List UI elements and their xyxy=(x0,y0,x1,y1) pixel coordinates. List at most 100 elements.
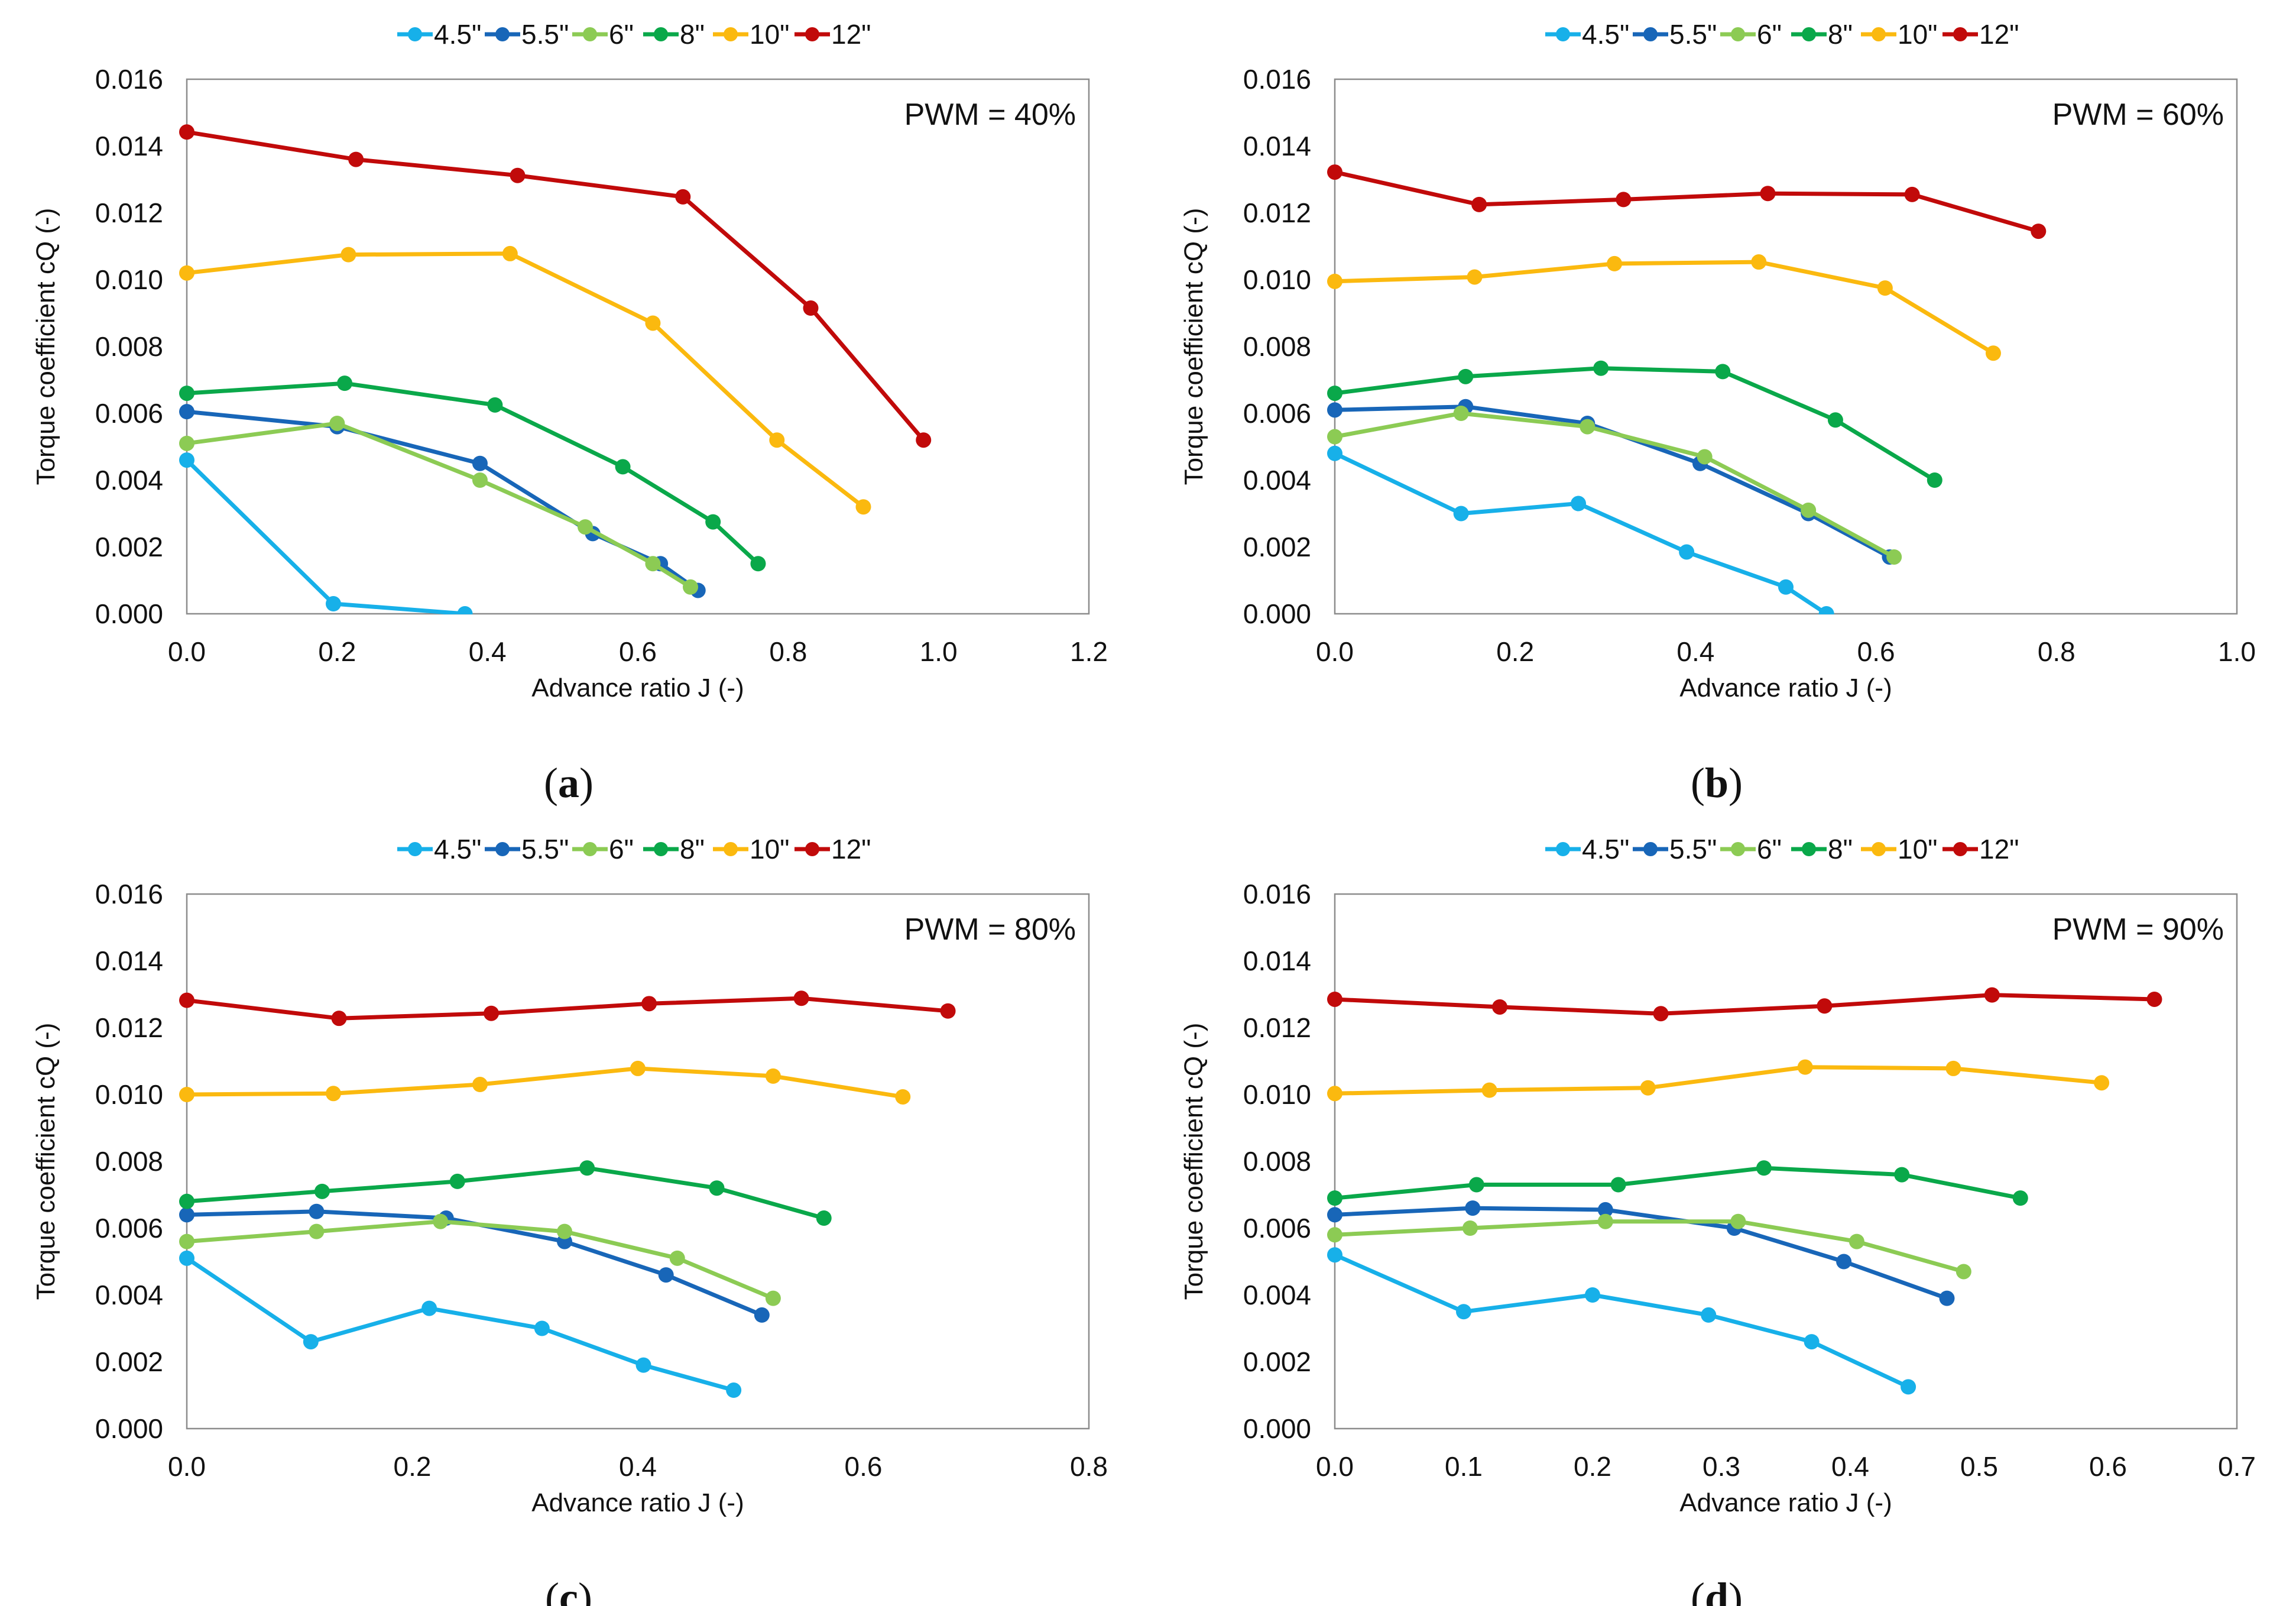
legend-label: 4.5" xyxy=(434,19,481,50)
legend-marker xyxy=(583,842,597,856)
data-point xyxy=(1593,360,1609,376)
legend-marker xyxy=(495,842,510,856)
data-point xyxy=(579,1160,595,1176)
data-point xyxy=(502,245,518,261)
series-line xyxy=(1334,1219,1964,1274)
legend-marker xyxy=(805,27,819,41)
legend-marker xyxy=(1872,842,1886,856)
legend-label: 12" xyxy=(831,19,871,50)
data-point xyxy=(1327,1086,1342,1102)
legend-label: 12" xyxy=(1979,834,2019,864)
x-axis-label: Advance ratio J (-) xyxy=(531,674,744,702)
x-tick-label: 0.4 xyxy=(1676,636,1714,667)
legend-item: 8" xyxy=(643,19,705,50)
legend-item: 10" xyxy=(713,19,790,50)
series-line xyxy=(186,1066,903,1099)
data-point xyxy=(803,300,819,316)
data-point xyxy=(1849,1233,1864,1249)
chart-panel-d: 0.000 0.002 0.004 0.006 0.008 0.010 0.012 0.014… xyxy=(1179,834,2256,1606)
x-tick-label: 0.6 xyxy=(845,1451,883,1482)
data-point xyxy=(1956,1264,1971,1280)
legend-marker xyxy=(724,842,738,856)
data-point xyxy=(1640,1080,1656,1096)
series-12-inch xyxy=(179,124,932,448)
legend: 4.5" 5.5" 6" 8" 10" 12" xyxy=(1545,19,2019,50)
plot-area xyxy=(186,893,1090,1430)
legend-label: 5.5" xyxy=(521,834,569,864)
series-6-inch xyxy=(1327,406,1902,565)
x-tick-label: 0.2 xyxy=(394,1451,432,1482)
data-point xyxy=(2031,224,2047,239)
legend-label: 4.5" xyxy=(1582,834,1629,864)
legend-item: 6" xyxy=(1720,834,1782,864)
data-point xyxy=(179,124,194,140)
y-tick-label: 0.002 xyxy=(1243,1346,1311,1377)
legend-item: 4.5" xyxy=(397,19,481,50)
data-point xyxy=(557,1223,573,1239)
series-line xyxy=(1334,260,1995,355)
data-point xyxy=(421,1300,437,1316)
series-line xyxy=(1334,404,1891,559)
legend-item: 5.5" xyxy=(485,19,569,50)
data-point xyxy=(472,472,488,488)
data-point xyxy=(309,1203,325,1219)
legend-label: 10" xyxy=(750,19,790,50)
data-point xyxy=(765,1068,781,1084)
series-line xyxy=(186,421,692,589)
data-point xyxy=(179,1207,194,1223)
plot-area xyxy=(1334,893,2238,1430)
data-point xyxy=(709,1180,725,1196)
legend-label: 10" xyxy=(1898,834,1938,864)
data-point xyxy=(1904,186,1920,202)
legend-item: 10" xyxy=(1861,834,1938,864)
x-tick-label: 0.0 xyxy=(168,636,206,667)
y-tick-label: 0.010 xyxy=(1243,1079,1311,1110)
legend-marker xyxy=(805,842,819,856)
data-point xyxy=(1327,1247,1342,1263)
data-point xyxy=(179,1193,194,1209)
y-axis-label: Torque coefficient cQ (-) xyxy=(1179,1023,1208,1300)
data-point xyxy=(1456,1304,1471,1320)
y-tick-label: 0.002 xyxy=(95,1346,163,1377)
legend-label: 12" xyxy=(1979,19,2019,50)
y-tick-label: 0.016 xyxy=(95,879,163,909)
series-8-inch xyxy=(1327,360,1942,488)
y-tick-label: 0.000 xyxy=(95,598,163,629)
legend-label: 6" xyxy=(609,834,634,864)
legend-marker xyxy=(1872,27,1886,41)
panel-label: a xyxy=(558,759,579,807)
data-point xyxy=(1481,1082,1497,1098)
data-point xyxy=(658,1267,674,1283)
data-point xyxy=(1985,345,2001,361)
legend-label: 8" xyxy=(680,834,705,864)
legend-item: 8" xyxy=(643,834,705,864)
y-tick-label: 0.008 xyxy=(95,1146,163,1177)
series-6-inch xyxy=(1327,1213,1971,1280)
series-line xyxy=(1334,1206,1948,1300)
legend-item: 10" xyxy=(713,834,790,864)
data-point xyxy=(940,1003,956,1019)
legend-item: 4.5" xyxy=(397,834,481,864)
data-point xyxy=(1760,186,1776,202)
x-tick-label: 1.2 xyxy=(1070,636,1108,667)
y-tick-label: 0.006 xyxy=(95,398,163,429)
legend-item: 12" xyxy=(1942,834,2019,864)
y-tick-label: 0.014 xyxy=(1243,946,1311,976)
legend-label: 10" xyxy=(750,834,790,864)
y-tick-label: 0.002 xyxy=(95,532,163,562)
data-point xyxy=(2094,1075,2110,1091)
series-line xyxy=(186,129,925,442)
legend-item: 12" xyxy=(794,834,871,864)
x-tick-label: 0.3 xyxy=(1702,1451,1740,1482)
series-4_5-inch xyxy=(179,452,473,614)
data-point xyxy=(615,459,631,475)
x-tick-label: 0.2 xyxy=(318,636,356,667)
data-point xyxy=(487,397,503,413)
data-point xyxy=(683,579,699,595)
legend-item: 6" xyxy=(572,834,634,864)
y-tick-label: 0.006 xyxy=(95,1213,163,1244)
legend-item: 12" xyxy=(794,19,871,50)
data-point xyxy=(1327,1207,1342,1223)
series-4_5-inch xyxy=(1327,445,1834,614)
data-point xyxy=(1939,1290,1955,1306)
